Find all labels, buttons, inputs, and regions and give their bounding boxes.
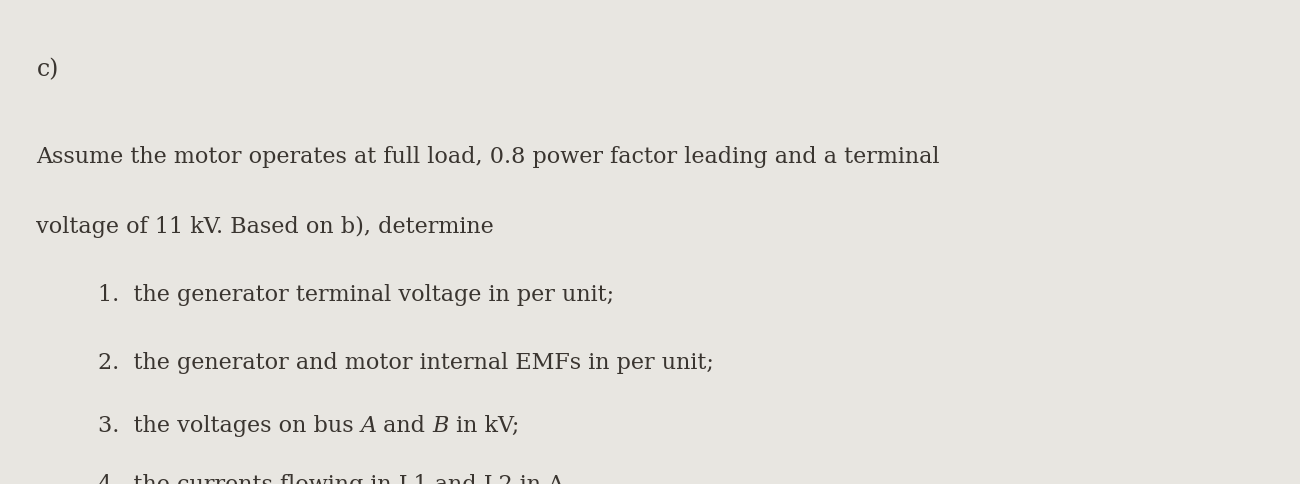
Text: 3.  the voltages on bus: 3. the voltages on bus <box>98 414 360 436</box>
Text: 1.  the generator terminal voltage in per unit;: 1. the generator terminal voltage in per… <box>98 283 614 305</box>
Text: A: A <box>360 414 377 436</box>
Text: voltage of 11 kV. Based on b), determine: voltage of 11 kV. Based on b), determine <box>36 215 494 238</box>
Text: 4.  the currents flowing in L1 and L2 in A.: 4. the currents flowing in L1 and L2 in … <box>98 473 571 484</box>
Text: c): c) <box>36 58 58 81</box>
Text: and: and <box>377 414 433 436</box>
Text: in kV;: in kV; <box>448 414 519 436</box>
Text: B: B <box>433 414 448 436</box>
Text: Assume the motor operates at full load, 0.8 power factor leading and a terminal: Assume the motor operates at full load, … <box>36 145 940 167</box>
Text: 2.  the generator and motor internal EMFs in per unit;: 2. the generator and motor internal EMFs… <box>98 351 714 373</box>
